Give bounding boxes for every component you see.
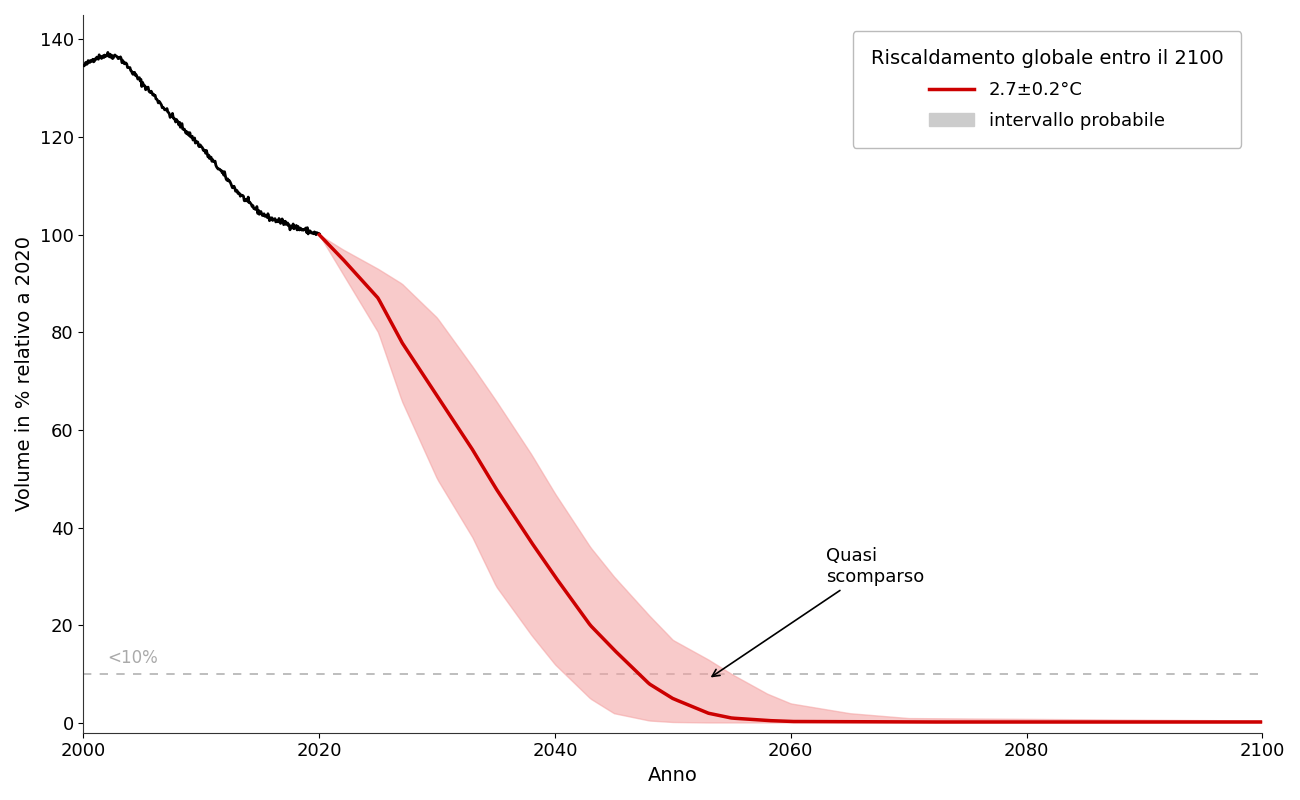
X-axis label: Anno: Anno [647, 766, 698, 785]
Text: <10%: <10% [107, 649, 157, 667]
Legend: 2.7±0.2°C, intervallo probabile: 2.7±0.2°C, intervallo probabile [853, 31, 1242, 147]
Text: Quasi
scomparso: Quasi scomparso [712, 547, 924, 677]
Y-axis label: Volume in % relativo a 2020: Volume in % relativo a 2020 [16, 236, 34, 511]
